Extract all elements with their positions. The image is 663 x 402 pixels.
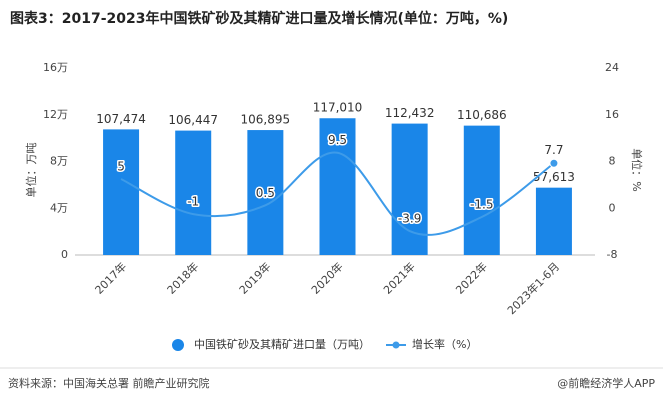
bar-value-label: 110,686 — [457, 108, 507, 122]
y-tick-label: 4万 — [50, 201, 68, 214]
bar — [391, 123, 428, 256]
y-tick-label: 16万 — [43, 61, 68, 74]
x-tick-label: 2022年 — [453, 259, 490, 296]
y2-tick-label: 0 — [609, 201, 616, 214]
x-tick-label: 2021年 — [380, 259, 417, 296]
bar-value-label: 107,474 — [96, 112, 146, 126]
x-tick-label: 2017年 — [92, 259, 129, 296]
bar-value-label: 112,432 — [385, 106, 435, 120]
line-value-label: 0.5 — [256, 186, 275, 200]
x-tick-label: 2020年 — [308, 259, 345, 296]
bar-value-label: 57,613 — [533, 170, 575, 184]
y2-tick-label: 8 — [609, 155, 616, 168]
legend-label: 增长率（%） — [412, 337, 477, 351]
y-tick-label: 0 — [61, 248, 68, 261]
line-value-label: 7.7 — [544, 143, 563, 157]
bar-value-label: 106,895 — [241, 113, 291, 127]
chart-title: 图表3：2017-2023年中国铁矿砂及其精矿进口量及增长情况(单位：万吨，%) — [10, 10, 508, 27]
y-tick-label: 12万 — [43, 108, 68, 121]
bar — [319, 118, 356, 255]
line-value-label: -1 — [187, 195, 199, 209]
y2-tick-label: 24 — [605, 61, 619, 74]
bar-value-label: 106,447 — [168, 113, 218, 127]
y-tick-label: 8万 — [50, 155, 68, 168]
credit: @前瞻经济学人APP — [557, 376, 655, 390]
line-point — [549, 158, 559, 168]
bar — [247, 130, 284, 255]
source: 资料来源：中国海关总署 前瞻产业研究院 — [8, 376, 210, 390]
line — [120, 151, 555, 236]
bar — [463, 125, 500, 255]
x-tick-label: 2018年 — [164, 259, 201, 296]
line-value-label: -3.9 — [398, 212, 421, 226]
legend-label: 中国铁矿砂及其精矿进口量（万吨） — [194, 338, 370, 351]
line-value-label: 9.5 — [328, 133, 347, 147]
bar — [535, 187, 572, 255]
x-tick-label: 2019年 — [236, 259, 273, 296]
line-value-label: 5 — [117, 160, 125, 174]
bar — [103, 129, 140, 255]
bar-value-label: 117,010 — [313, 101, 363, 115]
legend-swatch — [172, 339, 184, 351]
line-value-label: -1.5 — [470, 198, 493, 212]
y-axis-label: 单位：万吨 — [24, 143, 38, 198]
y2-tick-label: -8 — [607, 248, 618, 261]
y2-tick-label: 16 — [605, 108, 619, 121]
bar — [175, 130, 212, 255]
legend-swatch — [392, 341, 400, 349]
y2-axis-label: 单位：% — [630, 148, 644, 191]
x-tick-label: 2023年1-6月 — [504, 259, 562, 317]
